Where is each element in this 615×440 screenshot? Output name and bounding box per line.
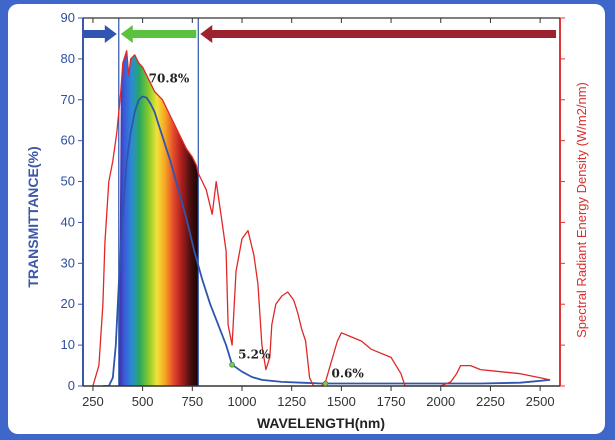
y-axis-left-title: TRANSMITTANCE(%) <box>25 146 41 287</box>
x-axis-title: WAVELENGTH(nm) <box>257 415 385 431</box>
annotation-marker <box>322 380 329 387</box>
y-tick-label-left: 60 <box>61 133 75 148</box>
y-tick-label-left: 20 <box>61 296 75 311</box>
annotation-label: 5.2% <box>238 348 271 362</box>
x-tick-label: 500 <box>132 394 154 409</box>
axes: 250 500 750 1000 1250 1500 1750 2000 2250 2500 0 10… <box>61 10 565 409</box>
x-tick-label: 2250 <box>476 394 505 409</box>
annotation-marker <box>229 361 235 368</box>
x-tick-label: 2000 <box>426 394 455 409</box>
annotation-label: 0.6% <box>331 367 364 381</box>
y-tick-label-left: 40 <box>61 214 75 229</box>
uv-region-arrow <box>83 25 117 43</box>
chart-card: 250 500 750 1000 1250 1500 1750 2000 2250 2500 0 10… <box>8 4 605 434</box>
x-tick-label: 2500 <box>526 394 555 409</box>
y-tick-label-left: 80 <box>61 51 75 66</box>
x-tick-label: 1250 <box>277 394 306 409</box>
annotations: 70.8% 5.2% 0.6% <box>149 72 364 387</box>
y-tick-label-left: 70 <box>61 92 75 107</box>
x-tick-label: 1500 <box>327 394 356 409</box>
x-tick-label: 1000 <box>228 394 257 409</box>
y-tick-label-left: 50 <box>61 174 75 189</box>
x-tick-label: 1750 <box>377 394 406 409</box>
x-tick-label: 250 <box>82 394 104 409</box>
visible-spectrum-gradient <box>118 50 199 386</box>
y-tick-label-left: 10 <box>61 337 75 352</box>
y-tick-label-left: 30 <box>61 255 75 270</box>
x-tick-label: 750 <box>181 394 203 409</box>
transmittance-chart: 250 500 750 1000 1250 1500 1750 2000 2250 2500 0 10… <box>25 10 589 431</box>
region-markers <box>83 18 557 386</box>
y-tick-label-left: 90 <box>61 10 75 25</box>
solar-line <box>92 50 551 386</box>
series-layer <box>92 50 551 386</box>
transmittance-line <box>102 95 551 386</box>
ir-region-arrow <box>200 25 557 43</box>
y-tick-label-left: 0 <box>68 378 75 393</box>
annotation-label: 70.8% <box>149 72 190 86</box>
y-axis-right-title: Spectral Radiant Energy Density (W/m2/nm… <box>574 82 589 338</box>
visible-region-arrow <box>120 25 197 43</box>
visible-spectrum-fill <box>118 50 199 386</box>
